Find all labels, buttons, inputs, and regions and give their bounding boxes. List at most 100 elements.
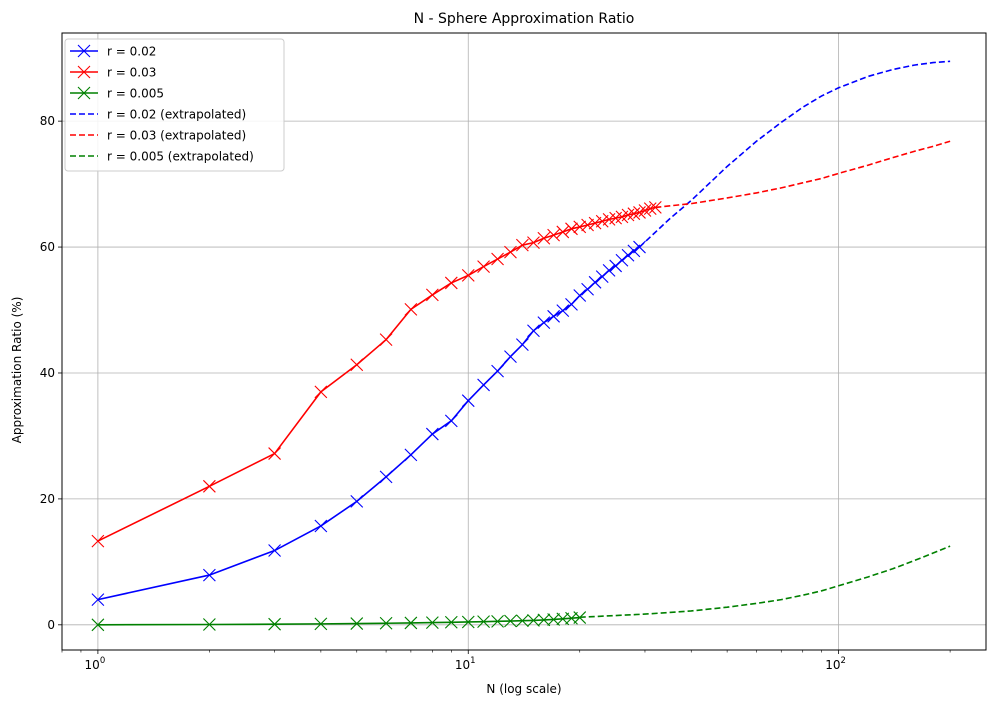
legend[interactable]: r = 0.02 r = 0.03 r = 0.005 r = 0.02 (extra…	[64, 38, 285, 172]
data-point-marker	[350, 495, 364, 508]
series-line	[97, 616, 580, 626]
data-point-marker	[314, 519, 328, 533]
data-point-marker	[627, 244, 641, 258]
data-point-marker	[627, 207, 641, 221]
data-point-marker	[588, 216, 602, 230]
plot-frame	[61, 32, 987, 651]
data-point-marker	[202, 479, 216, 493]
y-tick-label: 0	[47, 618, 55, 632]
series-line	[579, 545, 951, 619]
data-point-marker	[515, 338, 529, 352]
data-point-marker	[314, 617, 328, 631]
x-tick-label-base: 10	[85, 658, 100, 672]
data-point-marker	[202, 618, 216, 631]
legend-item: r = 0.005	[70, 87, 164, 101]
data-point-marker	[527, 236, 540, 250]
data-point-marker	[350, 358, 364, 372]
x-tick-label-base: 10	[455, 658, 470, 672]
y-tick-label: 80	[40, 114, 55, 128]
data-point-marker	[621, 208, 635, 222]
data-point-marker	[404, 303, 418, 316]
legend-item: r = 0.02	[70, 45, 156, 59]
x-tick-label: 100	[85, 656, 106, 672]
data-point-marker	[491, 252, 504, 266]
legend-item: r = 0.005 (extrapolated)	[70, 150, 254, 164]
data-point-marker	[638, 204, 652, 217]
data-point-marker	[537, 613, 551, 627]
data-point-marker	[379, 616, 393, 630]
series-4	[655, 140, 951, 209]
data-point-marker	[404, 616, 418, 630]
data-point-marker	[573, 611, 587, 624]
data-point-marker	[573, 220, 587, 234]
data-point-marker	[91, 618, 105, 632]
legend-label: r = 0.03 (extrapolated)	[107, 129, 246, 143]
data-point-marker	[581, 218, 594, 232]
series-1	[91, 201, 662, 548]
data-point-marker	[547, 228, 560, 242]
data-point-marker	[425, 616, 439, 630]
legend-marker-icon	[77, 65, 91, 79]
data-point-marker	[515, 238, 529, 252]
legend-label: r = 0.005	[107, 87, 164, 101]
data-point-marker	[537, 231, 551, 245]
data-point-marker	[350, 617, 364, 630]
data-point-marker	[515, 614, 529, 628]
data-point-marker	[379, 470, 393, 484]
x-tick-label-exponent: 1	[470, 656, 475, 666]
series-2	[91, 611, 587, 632]
data-point-marker	[404, 448, 418, 462]
data-point-marker	[556, 225, 570, 239]
data-point-marker	[556, 304, 570, 318]
y-tick-label: 40	[40, 366, 55, 380]
data-point-marker	[444, 615, 458, 629]
x-tick-label-base: 10	[825, 658, 840, 672]
series-5	[579, 545, 951, 619]
data-point-marker	[527, 614, 540, 627]
data-point-marker	[565, 222, 578, 236]
data-point-marker	[602, 263, 616, 277]
data-point-marker	[504, 614, 517, 628]
data-point-marker	[268, 544, 281, 557]
x-axis-label: N (log scale)	[486, 682, 561, 696]
legend-item: r = 0.02 (extrapolated)	[70, 108, 246, 122]
data-point-marker	[379, 333, 393, 346]
legend-marker-icon	[77, 86, 91, 100]
data-point-marker	[537, 316, 551, 330]
y-tick-label: 20	[40, 492, 55, 506]
legend-item: r = 0.03	[70, 66, 156, 80]
legend-label: r = 0.02 (extrapolated)	[107, 108, 246, 122]
data-point-marker	[573, 289, 587, 302]
series-layer	[91, 60, 951, 632]
data-point-marker	[202, 568, 216, 582]
data-point-marker	[588, 275, 602, 289]
data-point-marker	[491, 614, 504, 628]
y-axis-label: Approximation Ratio (%)	[10, 297, 24, 444]
data-point-marker	[477, 260, 490, 273]
series-line	[655, 140, 951, 209]
data-point-marker	[477, 378, 490, 392]
x-tick-label-exponent: 0	[100, 656, 105, 666]
data-point-marker	[477, 615, 490, 629]
data-point-marker	[547, 309, 560, 323]
data-point-marker	[461, 269, 475, 282]
series-line	[638, 60, 951, 248]
series-3	[638, 60, 951, 248]
data-point-marker	[444, 276, 458, 290]
legend-label: r = 0.03	[107, 66, 156, 80]
data-point-marker	[504, 245, 517, 259]
legend-label: r = 0.005 (extrapolated)	[107, 150, 254, 164]
data-point-marker	[615, 253, 629, 267]
legend-box	[64, 38, 285, 172]
legend-item: r = 0.03 (extrapolated)	[70, 129, 246, 143]
data-point-marker	[461, 394, 475, 408]
data-point-marker	[621, 248, 635, 262]
x-tick-label: 102	[825, 656, 846, 672]
data-point-marker	[491, 364, 504, 378]
data-point-marker	[425, 427, 439, 441]
data-point-marker	[91, 534, 105, 548]
x-tick-label-exponent: 2	[841, 656, 846, 666]
data-point-marker	[268, 617, 281, 631]
